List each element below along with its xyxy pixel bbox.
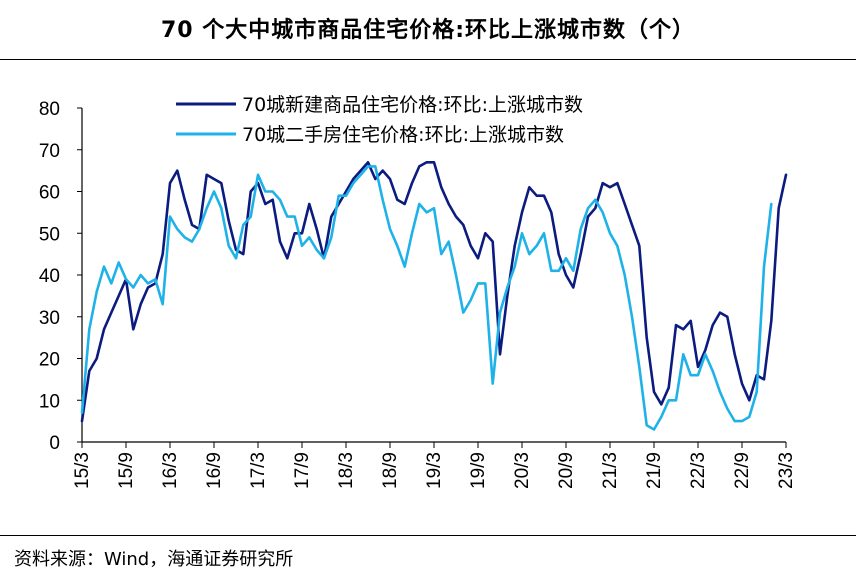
legend-label-new-homes: 70城新建商品住宅价格:环比:上涨城市数 (242, 94, 583, 116)
bottom-rule (0, 535, 856, 536)
chart-title: 70 个大中城市商品住宅价格:环比上涨城市数（个） (160, 18, 696, 43)
x-tick-label: 20/9 (556, 452, 577, 489)
y-tick-label: 60 (39, 183, 60, 204)
x-tick-label: 20/3 (512, 452, 533, 489)
y-tick-label: 10 (39, 391, 60, 412)
x-tick-label: 21/9 (644, 452, 665, 489)
legend-label-secondhand: 70城二手房住宅价格:环比:上涨城市数 (242, 124, 564, 146)
x-tick-label: 18/9 (380, 452, 401, 489)
x-tick-label: 17/9 (292, 452, 313, 489)
x-tick-label: 17/3 (248, 452, 269, 489)
x-tick-label: 18/3 (336, 452, 357, 489)
x-tick-label: 15/9 (116, 452, 137, 489)
x-tick-label: 19/9 (468, 452, 489, 489)
x-tick-label: 21/3 (600, 452, 621, 489)
series-lines (80, 161, 788, 431)
y-tick-label: 0 (49, 433, 60, 454)
y-tick-label: 70 (39, 141, 60, 162)
top-rule (0, 59, 856, 60)
x-tick-label: 15/3 (72, 452, 93, 489)
x-tick-label: 22/3 (688, 452, 709, 489)
y-tick-label: 40 (39, 266, 60, 287)
x-tick-label: 19/3 (424, 452, 445, 489)
y-tick-label: 50 (39, 224, 60, 245)
axes: 0 10 20 30 40 50 60 70 80 15/3 15/9 16/3 16/9 17/3 17/… (39, 99, 797, 489)
y-tick-label: 80 (39, 99, 60, 120)
legend: 70城新建商品住宅价格:环比:上涨城市数 70城二手房住宅价格:环比:上涨城市数 (176, 94, 583, 146)
x-tick-label: 22/9 (732, 452, 753, 489)
series-line-secondhand (80, 165, 773, 431)
series-line-new-homes (80, 161, 788, 423)
source-note: 资料来源：Wind，海通证券研究所 (14, 549, 294, 570)
y-tick-label: 30 (39, 308, 60, 329)
x-tick-label: 16/9 (204, 452, 225, 489)
x-tick-label: 16/3 (160, 452, 181, 489)
x-tick-label: 23/3 (776, 452, 797, 489)
line-chart: 0 10 20 30 40 50 60 70 80 15/3 15/9 16/3 16/9 17/3 17/… (39, 94, 797, 489)
y-tick-label: 20 (39, 350, 60, 371)
